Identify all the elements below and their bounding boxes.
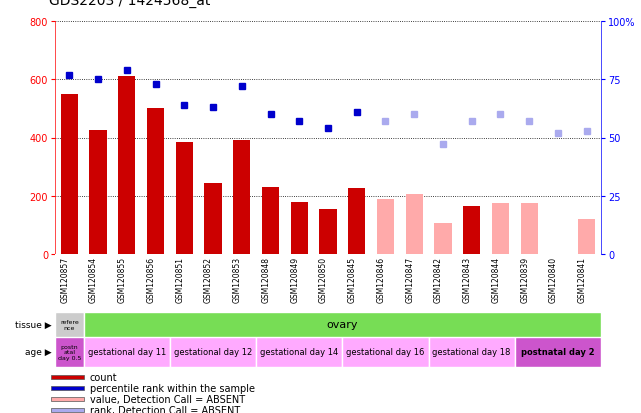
Bar [262,188,279,254]
Bar [492,204,509,254]
Text: GSM120856: GSM120856 [147,256,156,302]
Bar [342,337,429,367]
Text: GSM120851: GSM120851 [176,256,185,302]
Text: GSM120839: GSM120839 [520,256,529,302]
Text: GSM120857: GSM120857 [60,256,69,302]
Text: GSM120841: GSM120841 [578,256,587,302]
Text: gestational day 16: gestational day 16 [346,348,424,357]
Text: GSM120846: GSM120846 [376,256,385,302]
Text: rank, Detection Call = ABSENT: rank, Detection Call = ABSENT [90,405,240,413]
Text: GSM120845: GSM120845 [347,256,357,302]
Text: GSM120850: GSM120850 [319,256,328,302]
Bar [429,337,515,367]
Text: GSM120848: GSM120848 [262,256,271,302]
Text: GSM120849: GSM120849 [290,256,299,302]
Bar [435,224,451,254]
Text: gestational day 18: gestational day 18 [433,348,511,357]
Bar [147,109,164,254]
Text: postnatal day 2: postnatal day 2 [521,348,595,357]
Bar [290,202,308,254]
Text: tissue ▶: tissue ▶ [15,320,52,329]
Bar [55,312,84,337]
Text: gestational day 11: gestational day 11 [88,348,166,357]
Text: GSM120854: GSM120854 [89,256,98,302]
Text: postn
atal
day 0.5: postn atal day 0.5 [58,344,81,361]
Bar [520,204,538,254]
Text: gestational day 14: gestational day 14 [260,348,338,357]
Text: value, Detection Call = ABSENT: value, Detection Call = ABSENT [90,394,245,404]
Bar [578,220,595,254]
Bar [377,199,394,254]
Text: percentile rank within the sample: percentile rank within the sample [90,383,254,393]
Bar [204,183,222,254]
Text: refere
nce: refere nce [60,319,79,330]
Text: GSM120852: GSM120852 [204,256,213,302]
Bar [348,189,365,254]
Text: GSM120844: GSM120844 [492,256,501,302]
Bar [233,141,251,254]
Bar [51,375,83,379]
Text: GSM120840: GSM120840 [549,256,558,302]
Text: GSM120853: GSM120853 [233,256,242,302]
Bar [515,337,601,367]
Bar [170,337,256,367]
Text: GSM120847: GSM120847 [405,256,414,302]
Text: age ▶: age ▶ [25,348,52,357]
Bar [51,386,83,390]
Text: gestational day 12: gestational day 12 [174,348,252,357]
Bar [61,95,78,254]
Text: GDS2203 / 1424568_at: GDS2203 / 1424568_at [49,0,210,8]
Text: GSM120842: GSM120842 [434,256,443,302]
Bar [90,131,106,254]
Text: GSM120855: GSM120855 [118,256,127,302]
Bar [84,337,170,367]
Bar [463,206,480,254]
Bar [406,195,423,254]
Bar [319,209,337,254]
Bar [51,397,83,401]
Bar [118,77,135,254]
Bar [51,408,83,412]
Text: GSM120843: GSM120843 [463,256,472,302]
Text: count: count [90,372,117,382]
Bar [176,142,193,254]
Bar [55,337,84,367]
Bar [256,337,342,367]
Text: ovary: ovary [327,320,358,330]
